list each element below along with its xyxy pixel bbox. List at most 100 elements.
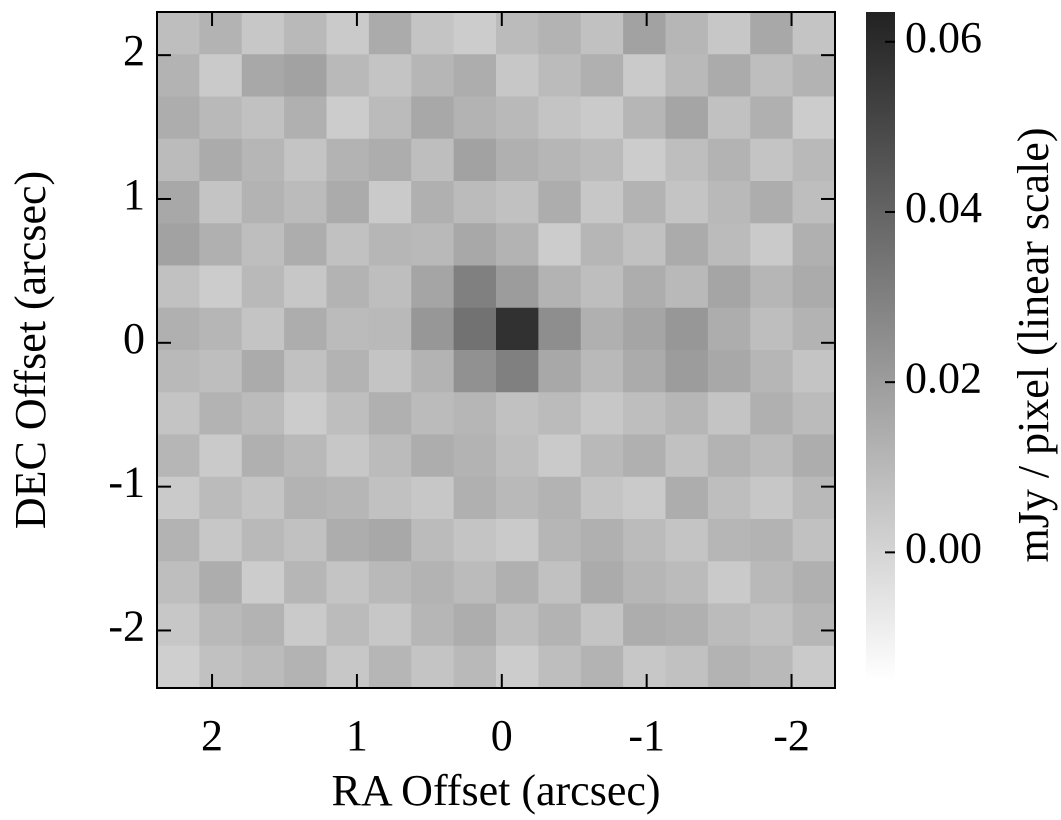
pixel	[496, 96, 539, 140]
pixel	[157, 392, 200, 435]
pixel	[284, 645, 327, 689]
pixel	[792, 645, 836, 689]
pixel	[665, 138, 709, 182]
pixel	[580, 265, 624, 309]
pixel	[665, 645, 709, 689]
pixel	[368, 307, 412, 351]
pixel	[157, 561, 200, 604]
pixel	[623, 138, 666, 182]
pixel	[707, 476, 751, 520]
pixel	[792, 181, 836, 224]
pixel	[368, 645, 412, 689]
pixel	[368, 54, 412, 97]
pixel	[750, 307, 794, 351]
pixel	[792, 392, 836, 435]
pixel	[792, 265, 836, 309]
y-axis-label: DEC Offset (arcsec)	[6, 171, 55, 529]
pixel	[284, 96, 327, 140]
pixel	[241, 307, 285, 351]
pixel	[411, 223, 455, 266]
pixel	[496, 603, 539, 647]
pixel	[665, 350, 709, 393]
pixel	[496, 645, 539, 689]
pixel	[580, 476, 624, 520]
pixel	[707, 307, 751, 351]
pixel	[368, 434, 412, 478]
pixel	[453, 181, 497, 224]
pixel	[580, 96, 624, 140]
x-tick-label: -1	[628, 711, 665, 760]
pixel	[411, 434, 455, 478]
pixel	[623, 96, 666, 140]
pixel	[326, 265, 370, 309]
pixel	[496, 392, 539, 435]
pixel	[199, 561, 243, 604]
pixel	[580, 223, 624, 266]
pixel	[538, 181, 582, 224]
pixel	[199, 519, 243, 562]
pixel	[199, 434, 243, 478]
y-tick-label: 2	[123, 26, 145, 75]
pixel	[368, 265, 412, 309]
pixel	[284, 434, 327, 478]
pixel	[665, 265, 709, 309]
pixel	[326, 138, 370, 182]
pixel	[368, 350, 412, 393]
pixel	[453, 265, 497, 309]
pixel	[580, 307, 624, 351]
pixel	[707, 223, 751, 266]
pixel	[792, 96, 836, 140]
pixel	[411, 350, 455, 393]
pixel	[623, 603, 666, 647]
y-tick-label: 0	[123, 314, 145, 363]
pixel	[496, 561, 539, 604]
pixel	[284, 476, 327, 520]
pixel	[750, 561, 794, 604]
pixel	[665, 392, 709, 435]
pixel	[241, 181, 285, 224]
pixel	[199, 476, 243, 520]
pixel	[750, 181, 794, 224]
pixel	[538, 96, 582, 140]
pixel	[538, 54, 582, 97]
pixel	[241, 392, 285, 435]
pixel	[538, 350, 582, 393]
pixel	[623, 12, 666, 55]
pixel	[496, 519, 539, 562]
pixel	[411, 96, 455, 140]
pixel	[580, 12, 624, 55]
pixel	[792, 138, 836, 182]
image	[157, 12, 836, 689]
pixel	[157, 603, 200, 647]
pixel	[496, 54, 539, 97]
pixel	[750, 138, 794, 182]
pixel	[199, 96, 243, 140]
pixel	[665, 96, 709, 140]
pixel	[580, 392, 624, 435]
pixel	[411, 265, 455, 309]
pixel	[199, 138, 243, 182]
pixel	[326, 223, 370, 266]
pixel	[665, 223, 709, 266]
pixel	[157, 307, 200, 351]
pixel	[580, 138, 624, 182]
pixel	[199, 12, 243, 55]
pixel	[792, 434, 836, 478]
pixel	[538, 265, 582, 309]
pixel	[707, 54, 751, 97]
pixel	[750, 96, 794, 140]
pixel	[707, 603, 751, 647]
pixel	[199, 265, 243, 309]
x-tick-label: -2	[773, 711, 810, 760]
pixel	[665, 561, 709, 604]
pixel	[792, 54, 836, 97]
pixel	[792, 561, 836, 604]
pixel	[496, 265, 539, 309]
pixel	[157, 350, 200, 393]
pixel	[707, 434, 751, 478]
pixel	[580, 54, 624, 97]
pixel	[368, 12, 412, 55]
pixel	[750, 265, 794, 309]
pixel	[792, 603, 836, 647]
pixel	[453, 350, 497, 393]
